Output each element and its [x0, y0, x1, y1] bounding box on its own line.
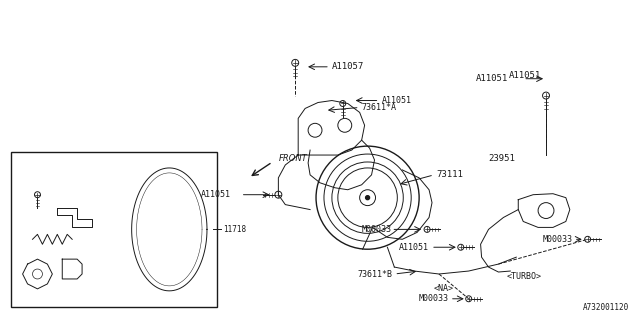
Bar: [11, 152, 217, 307]
Text: 73611*A: 73611*A: [362, 103, 397, 112]
Text: A11051: A11051: [381, 96, 412, 105]
Text: A11051: A11051: [476, 74, 508, 83]
Text: <NA>: <NA>: [434, 284, 454, 293]
Text: A11051: A11051: [201, 190, 231, 199]
Text: <TURBO>: <TURBO>: [506, 272, 541, 282]
Text: M00033: M00033: [362, 225, 392, 234]
Text: A11051: A11051: [508, 71, 541, 80]
Text: 11718: 11718: [223, 225, 246, 234]
Text: A11057: A11057: [332, 62, 364, 71]
Text: M00033: M00033: [419, 294, 449, 303]
Text: 73111: 73111: [436, 170, 463, 180]
Circle shape: [365, 196, 369, 200]
Text: A11051: A11051: [399, 243, 429, 252]
Text: A732001120: A732001120: [583, 303, 629, 312]
Text: 23951: 23951: [488, 154, 515, 163]
Text: 73611*B: 73611*B: [357, 269, 392, 278]
Text: M00033: M00033: [543, 235, 573, 244]
Text: FRONT: FRONT: [278, 154, 307, 163]
